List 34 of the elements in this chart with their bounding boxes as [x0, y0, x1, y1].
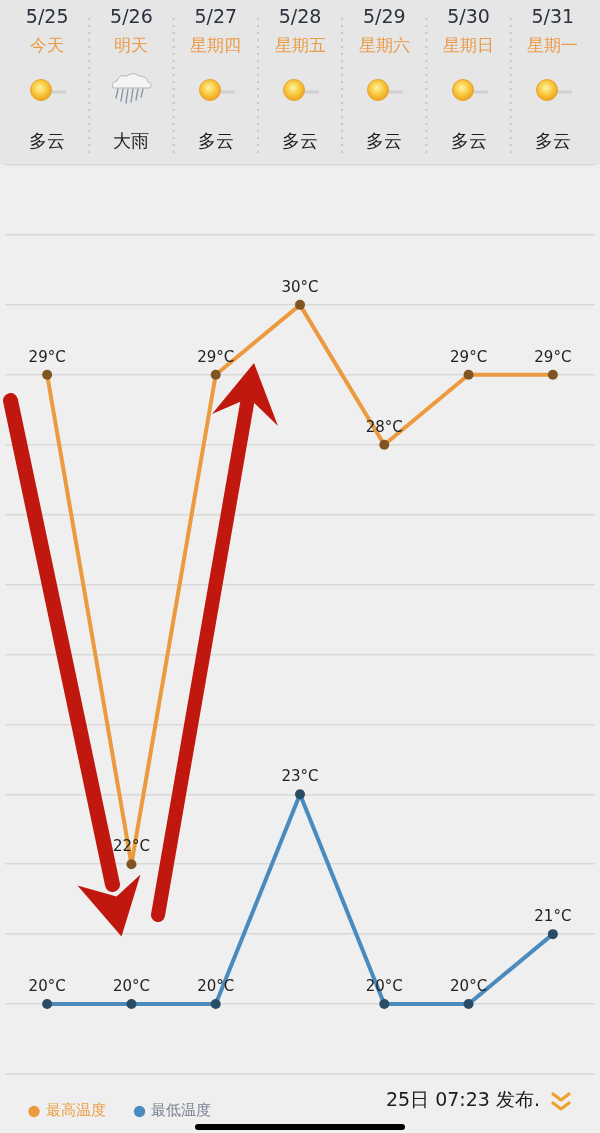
text: 星期四	[190, 35, 242, 56]
text: 星期一	[527, 35, 579, 56]
text: 多云	[366, 129, 403, 151]
x-tick-label: 5/25	[25, 4, 69, 27]
data-label: 29°C	[28, 347, 66, 366]
data-label: 21°C	[534, 907, 572, 926]
legend-label: 最低温度	[151, 1101, 211, 1120]
text: 明天	[114, 35, 149, 56]
text: 大雨	[113, 129, 150, 151]
text: 星期六	[358, 35, 410, 56]
x-tick-label: 5/27	[194, 4, 238, 27]
text: 多云	[450, 129, 487, 151]
text: 多云	[282, 129, 318, 151]
data-label: 20°C	[450, 976, 488, 995]
legend-label: 最高温度	[45, 1101, 106, 1120]
text: 多云	[534, 129, 571, 151]
data-label: 29°C	[534, 347, 572, 366]
x-tick-label: 5/29	[362, 4, 406, 27]
x-tick-label: 5/30	[447, 4, 490, 27]
x-tick-label: 5/28	[278, 4, 322, 27]
data-label: 29°C	[197, 347, 235, 366]
data-label: 29°C	[450, 347, 488, 366]
data-label: 30°C	[281, 277, 319, 296]
data-label: 23°C	[281, 767, 319, 786]
text: 多云	[29, 129, 66, 151]
x-tick-label: 5/26	[110, 4, 153, 27]
text: 星期五	[274, 35, 326, 56]
text: 多云	[197, 129, 234, 151]
data-label: 20°C	[28, 976, 66, 995]
text: 25日 07:23 发布.	[385, 1088, 540, 1111]
text: 星期日	[443, 35, 495, 56]
x-tick-label: 5/31	[531, 4, 575, 27]
text: 今天	[30, 35, 65, 56]
data-label: 20°C	[112, 976, 150, 995]
